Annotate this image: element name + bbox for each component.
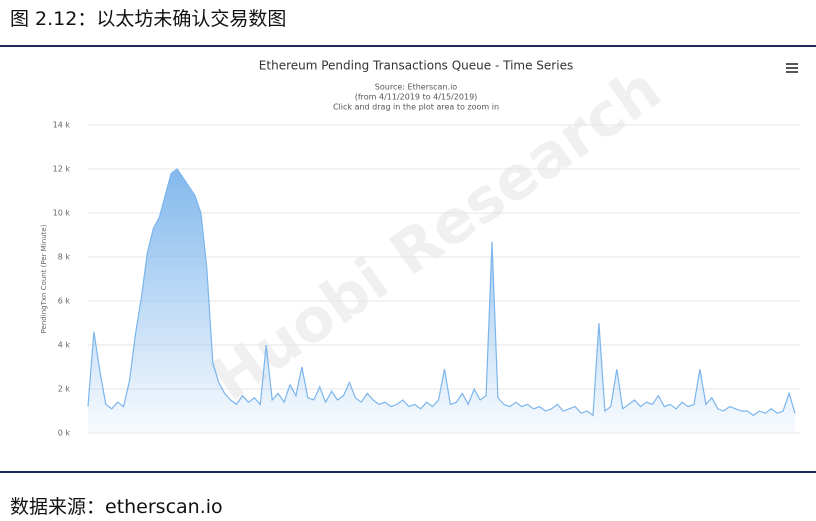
chart: Huobi Research Ethereum Pending Transact… [40,54,800,438]
y-tick-label: 0 k [58,429,71,438]
line [87,168,796,417]
y-tick-label: 2 k [58,385,71,394]
y-tick-label: 6 k [58,297,71,306]
menu-icon[interactable] [786,63,798,73]
chart-subtitle: Source: Etherscan.io [375,83,457,92]
top-rule [0,45,816,47]
chart-subtitle: (from 4/11/2019 to 4/15/2019) [355,93,478,102]
y-tick-label: 4 k [58,341,71,350]
figure-title: 图 2.12：以太坊未确认交易数图 [10,8,287,30]
source-note: 数据来源：etherscan.io [10,496,223,518]
chart-subtitle: Click and drag in the plot area to zoom … [333,103,499,112]
y-tick-label: 10 k [53,209,71,218]
chart-title: Ethereum Pending Transactions Queue - Ti… [259,59,573,73]
y-tick-label: 12 k [53,165,71,174]
y-tick-label: 8 k [58,253,71,262]
y-tick-label: 14 k [53,121,71,130]
area [88,169,795,433]
y-axis-label: PendingTxn Count (Per Minute) [40,224,48,333]
bottom-rule [0,471,816,473]
